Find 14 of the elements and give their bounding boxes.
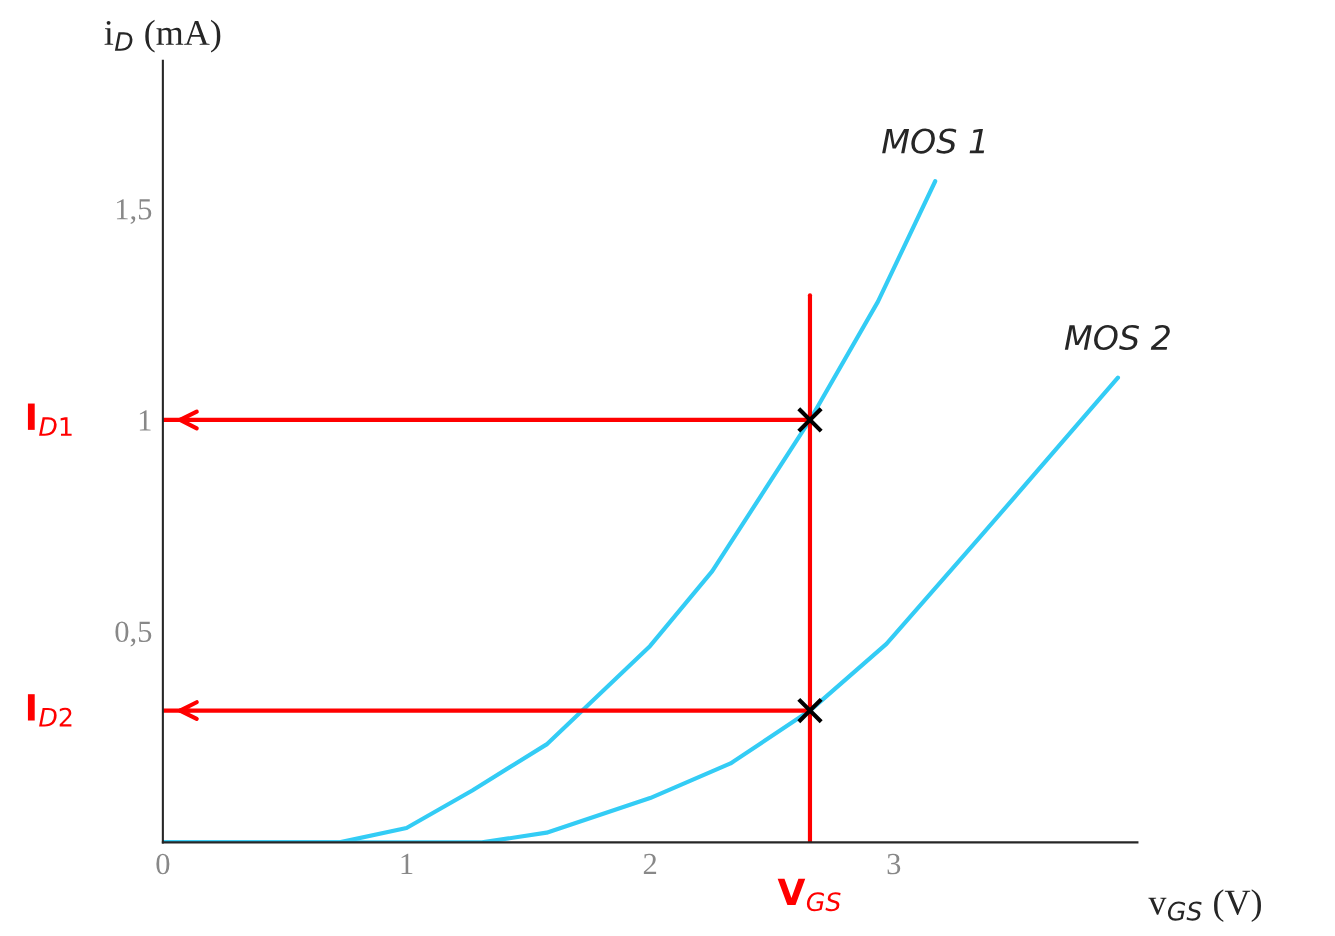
series-label: MOS 1 (882, 128, 985, 154)
x-tick-label: 3 (887, 853, 901, 875)
x-tick-label: 2 (643, 853, 657, 875)
y-tick-label: 1 (139, 410, 151, 431)
y-tick-label: 0,5 (115, 621, 152, 647)
x-tick-label: 0 (156, 853, 170, 875)
ref-line-label: I$_{D1}$ (27, 403, 72, 436)
ref-line-label: I$_{D2}$ (27, 694, 72, 727)
x-axis-title: v$_{GS}$ (V) (1148, 889, 1261, 923)
y-tick-label: 1,5 (116, 199, 152, 224)
y-axis-title: i$_{D}$ (mA) (104, 19, 221, 53)
x-tick-label: 1 (401, 853, 413, 875)
ref-line-label: V$_{GS}$ (777, 878, 841, 912)
series-label: MOS 2 (1064, 324, 1170, 351)
